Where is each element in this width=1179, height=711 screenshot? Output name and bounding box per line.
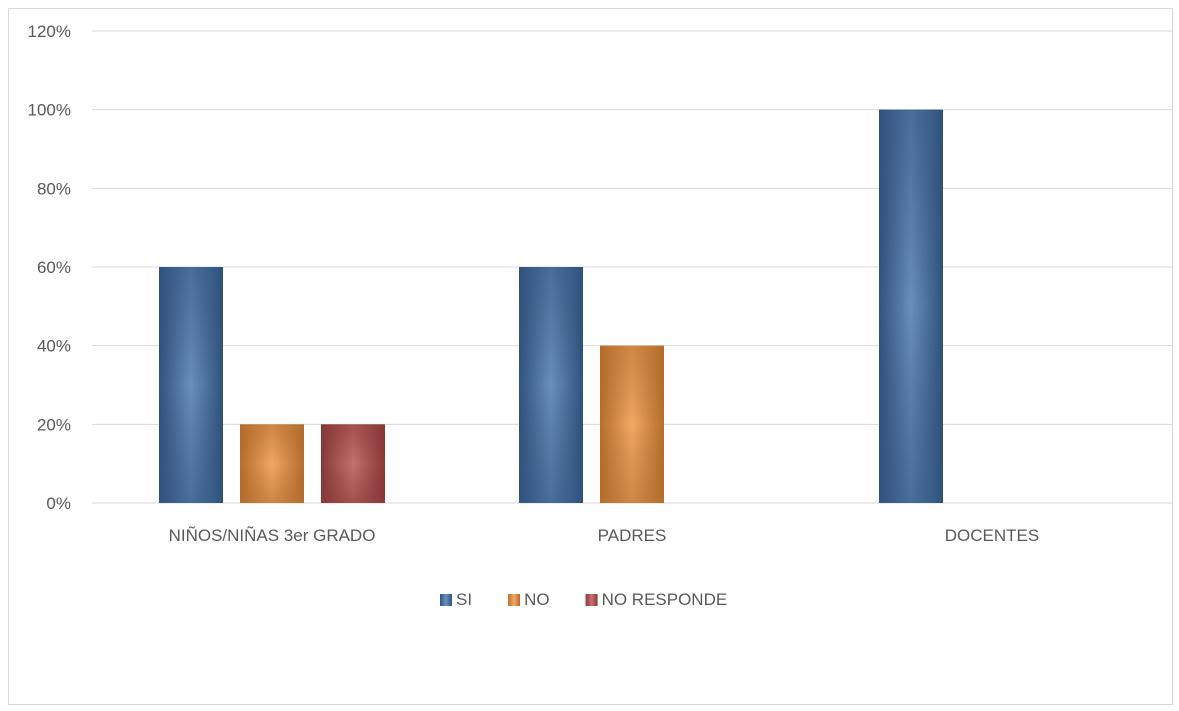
y-tick-label: 0% <box>46 494 71 513</box>
y-tick-label: 20% <box>37 415 71 434</box>
bar-no-0 <box>240 424 304 503</box>
y-tick-label: 80% <box>37 179 71 198</box>
legend-label: NO RESPONDE <box>602 590 728 609</box>
x-category-label: DOCENTES <box>945 526 1039 545</box>
legend-item-no: NO <box>508 590 550 609</box>
legend-swatch <box>440 594 452 606</box>
x-category-label: NIÑOS/NIÑAS 3er GRADO <box>169 526 376 545</box>
bar-si-0 <box>159 267 223 503</box>
legend-label: SI <box>456 590 472 609</box>
x-axis-category-labels: NIÑOS/NIÑAS 3er GRADO PADRES DOCENTES <box>169 526 1040 545</box>
chart-frame: 0% 20% 40% 60% 80% 100% 120% NIÑOS/NIÑAS 3er G… <box>8 8 1173 705</box>
y-axis-tick-labels: 0% 20% 40% 60% 80% 100% 120% <box>28 22 71 513</box>
bar-si-2 <box>879 109 943 504</box>
legend-swatch <box>585 594 598 606</box>
legend-item-si: SI <box>440 590 472 609</box>
bar-si-1 <box>519 267 583 503</box>
legend-item-no-responde: NO RESPONDE <box>585 590 728 609</box>
bar-no-1 <box>600 345 664 503</box>
y-tick-label: 60% <box>37 258 71 277</box>
y-tick-label: 40% <box>37 337 71 356</box>
bars <box>159 109 943 504</box>
legend-swatch <box>508 594 521 606</box>
legend: SI NO NO RESPONDE <box>440 590 727 609</box>
legend-label: NO <box>524 590 550 609</box>
y-tick-label: 100% <box>28 101 71 120</box>
bar-no-responde-0 <box>321 424 385 503</box>
x-category-label: PADRES <box>598 526 667 545</box>
bar-chart: 0% 20% 40% 60% 80% 100% 120% NIÑOS/NIÑAS 3er G… <box>28 22 1172 609</box>
y-tick-label: 120% <box>28 22 71 41</box>
